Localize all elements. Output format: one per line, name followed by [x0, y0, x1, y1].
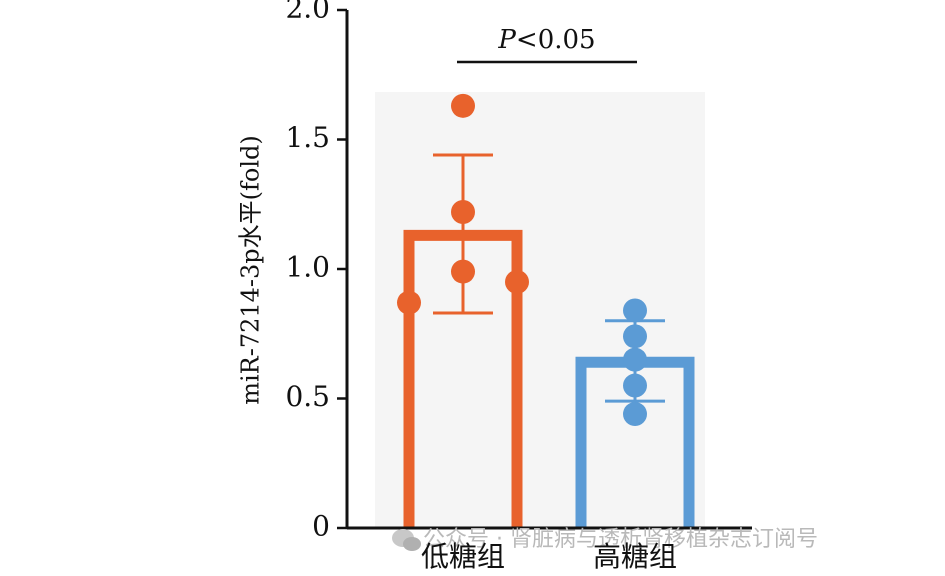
plot-shade [375, 92, 705, 528]
y-tick-label: 1.0 [285, 251, 330, 284]
data-point [451, 259, 475, 284]
data-point [623, 298, 647, 323]
data-point [623, 402, 647, 427]
data-point [505, 269, 529, 294]
data-point [397, 290, 421, 315]
x-category-label: 高糖组 [593, 540, 677, 573]
x-category-label: 低糖组 [421, 540, 505, 573]
y-tick-label: 1.5 [285, 121, 330, 154]
data-point [451, 200, 475, 225]
category-labels-layer: 低糖组 高糖组 [421, 540, 677, 573]
points-layer [397, 93, 647, 427]
y-tick-label: 0.5 [285, 380, 330, 413]
data-point [623, 347, 647, 372]
significance-p: P [497, 25, 516, 55]
data-point [623, 324, 647, 349]
significance-label: P<0.05 [497, 25, 595, 55]
y-tick-label: 0 [312, 510, 330, 543]
wechat-icon [392, 529, 421, 551]
data-point [623, 373, 647, 398]
data-point [451, 93, 475, 118]
y-ticks-layer: 0 0.5 1.0 1.5 2.0 [285, 0, 347, 543]
y-tick-label: 2.0 [285, 0, 330, 25]
watermark: 公众号 · 肾脏病与透析肾移植杂志订阅号 [392, 527, 818, 552]
watermark-text: 公众号 · 肾脏病与透析肾移植杂志订阅号 [423, 527, 818, 552]
significance-threshold: <0.05 [516, 25, 596, 55]
y-axis-label: miR-7214-3p水平(fold) [237, 135, 265, 405]
